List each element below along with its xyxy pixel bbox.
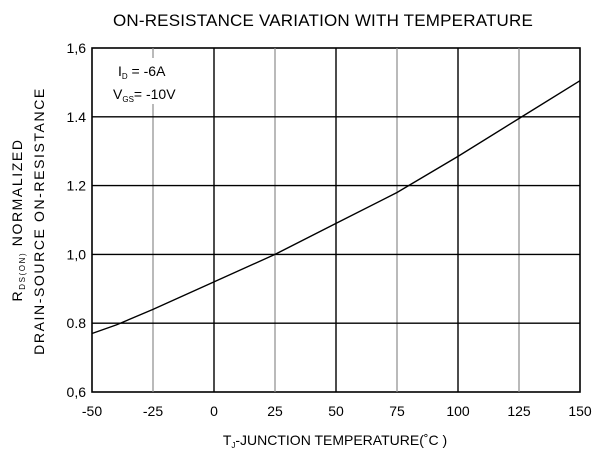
annotation-current: ID = -6A: [118, 63, 166, 81]
y-tick-label: 1.2: [67, 178, 87, 194]
x-tick-label: 75: [389, 403, 405, 419]
y-tick-label: 1,6: [67, 40, 87, 56]
x-tick-labels: -50 -25 0 25 50 75 100 125 150: [82, 403, 592, 419]
grid-lines: [92, 48, 580, 392]
annotation-box: ID = -6A VGS= -10V: [112, 58, 196, 104]
y-tick-label: 1,0: [67, 246, 87, 262]
annotation-voltage: VGS= -10V: [113, 86, 176, 104]
plot-area: [91, 47, 581, 393]
y-tick-label: 1.4: [67, 109, 87, 125]
x-axis-label: TJ-JUNCTION TEMPERATURE(˚C ): [223, 432, 447, 450]
x-tick-label: 50: [328, 403, 344, 419]
x-tick-label: 150: [568, 403, 592, 419]
x-tick-label: 100: [446, 403, 470, 419]
series-lines: [91, 80, 581, 335]
x-tick-label: -25: [143, 403, 163, 419]
x-tick-label: 25: [267, 403, 283, 419]
y-axis-label-line-1: RDS(ON) NORMALIZED: [9, 138, 27, 301]
x-tick-label: 0: [210, 403, 218, 419]
y-tick-labels: 0,6 0.8 1,0 1.2 1.4 1,6: [67, 40, 87, 400]
chart-title: ON-RESISTANCE VARIATION WITH TEMPERATURE: [113, 11, 533, 30]
x-tick-label: 125: [507, 403, 531, 419]
y-axis-label-line-2: DRAIN-SOURCE ON-RESISTANCE: [31, 87, 47, 355]
y-tick-label: 0,6: [67, 384, 87, 400]
y-tick-label: 0.8: [67, 315, 87, 331]
series-line: [91, 80, 581, 335]
x-tick-label: -50: [82, 403, 102, 419]
annotation-background: [112, 58, 196, 104]
